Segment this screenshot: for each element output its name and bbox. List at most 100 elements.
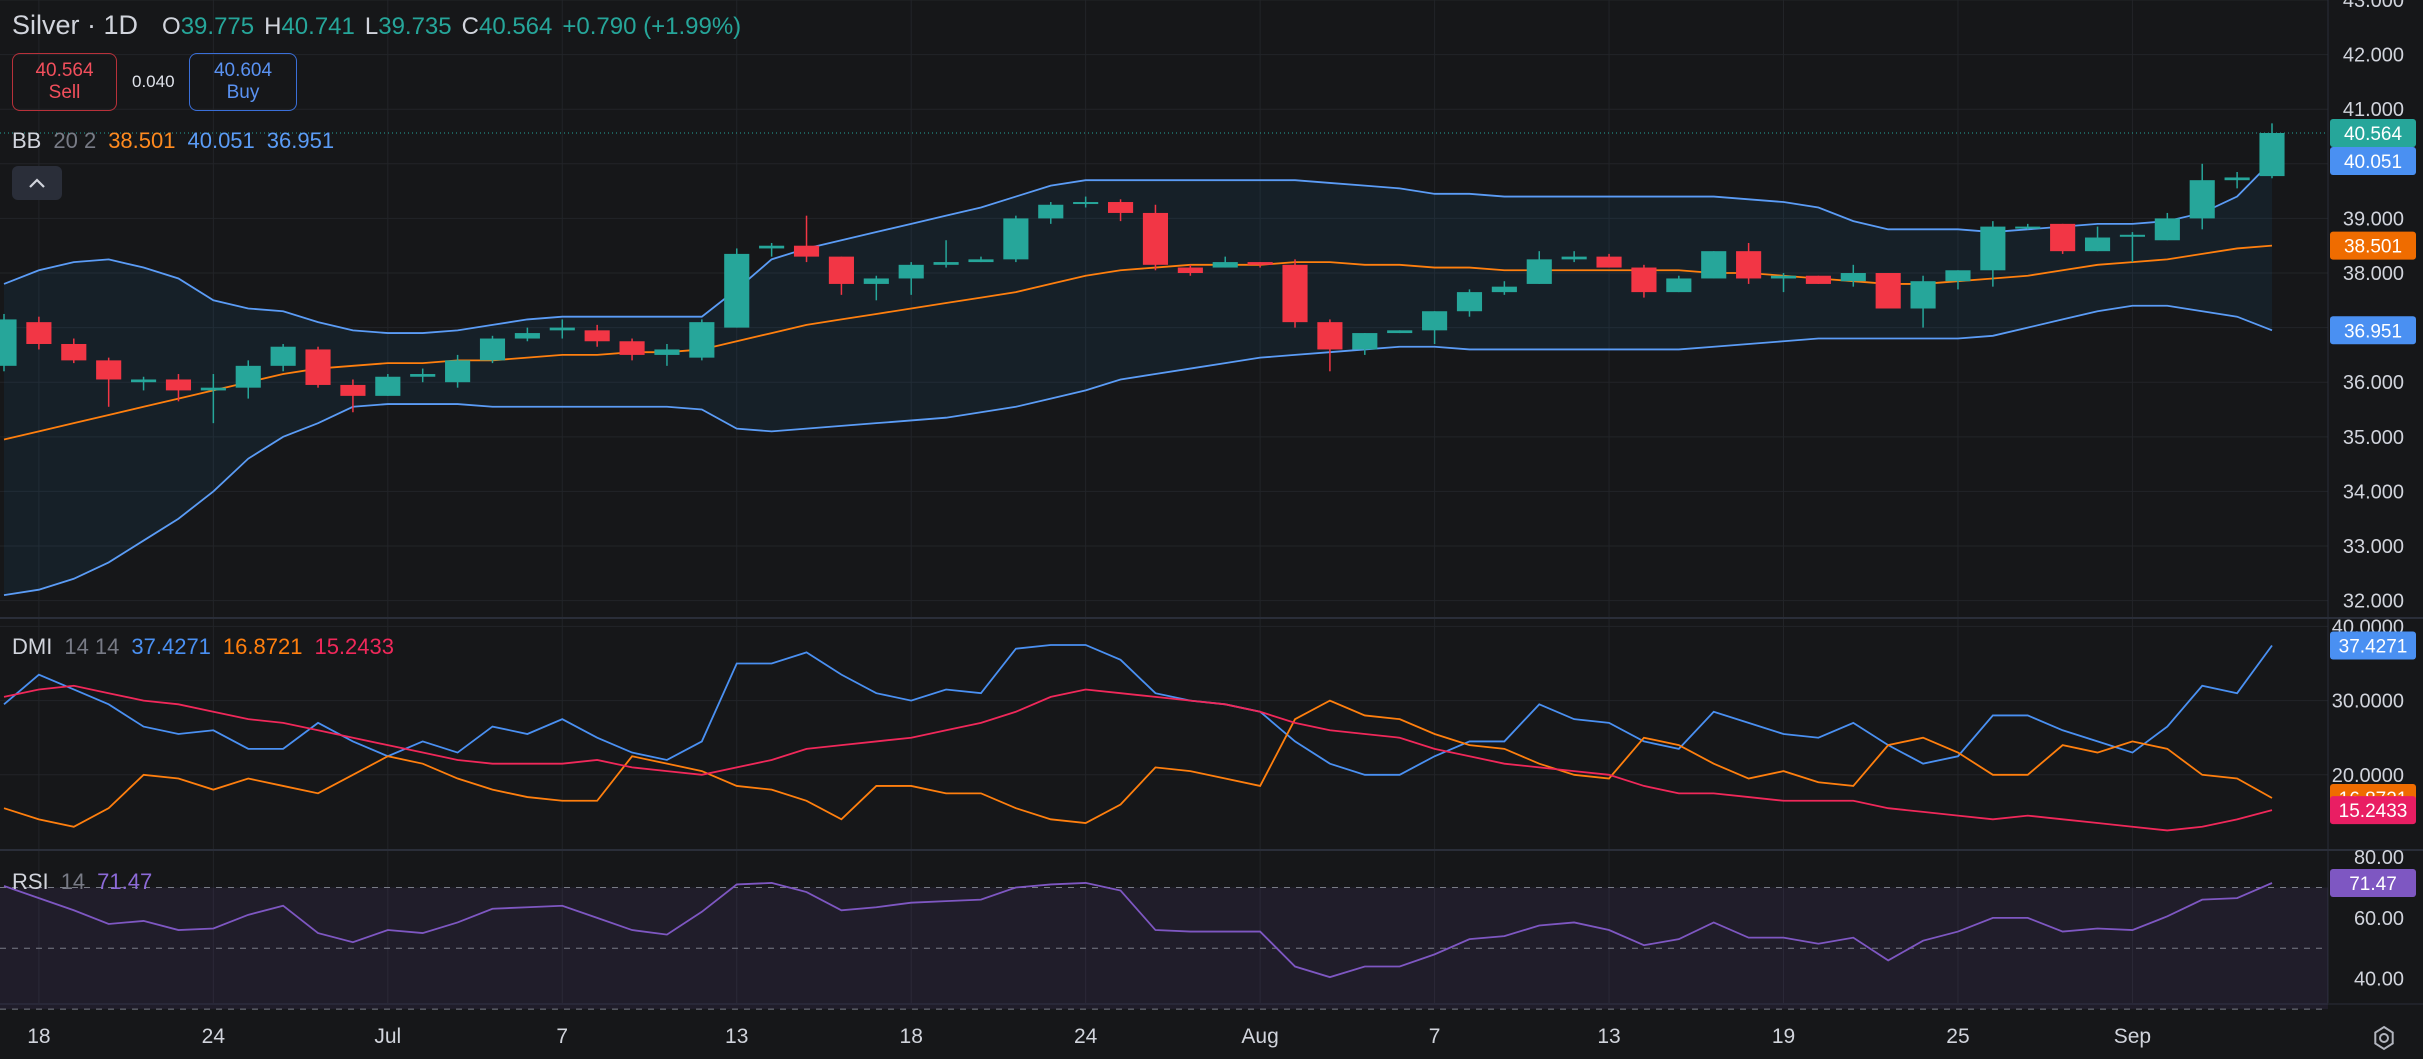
dmi-tick-label: 30.0000: [2332, 691, 2404, 713]
candle-body: [375, 376, 401, 396]
dmi-minus-value: 16.8721: [222, 634, 303, 659]
chart-settings-button[interactable]: [2370, 1024, 2398, 1052]
rsi-badge: 71.47: [2349, 874, 2397, 895]
dmi-tick-label: 20.0000: [2332, 765, 2404, 787]
open-label: O: [162, 13, 181, 40]
time-tick-label: 13: [725, 1025, 748, 1048]
gear-icon: [2374, 1025, 2394, 1051]
close-value: 40.564: [478, 13, 553, 40]
bb-upper-badge: 40.051: [2344, 152, 2402, 173]
candle-body: [96, 360, 122, 380]
candle-body: [2119, 234, 2145, 237]
high-value: 40.741: [281, 13, 355, 40]
dmi-plus-badge-bg: [2330, 631, 2416, 660]
buy-label: Buy: [226, 82, 260, 103]
bb-band-fill: [4, 161, 2272, 596]
candle-body: [1561, 256, 1587, 260]
bb-legend[interactable]: BB 20 2 38.501 40.051 36.951: [12, 128, 334, 154]
time-tick-label: 19: [1772, 1025, 1795, 1048]
collapse-legend-button[interactable]: [12, 166, 62, 200]
bb-upper-value: 40.051: [187, 128, 255, 153]
time-tick-label: 7: [1429, 1025, 1441, 1048]
close-price-badge: 40.564: [2344, 124, 2403, 145]
bb-basis-badge-bg: [2330, 231, 2416, 260]
rsi-tick-label: 40.00: [2354, 969, 2404, 991]
high-label: H: [264, 13, 282, 40]
candle-body: [410, 374, 436, 377]
candle-body: [863, 278, 889, 284]
sell-label: Sell: [48, 82, 81, 103]
candle-body: [2259, 133, 2285, 177]
candle-body: [1736, 251, 1762, 279]
candle-body: [1596, 256, 1622, 268]
candle-body: [1980, 226, 2006, 271]
candle-body: [26, 322, 52, 344]
bb-upper-badge-bg: [2330, 147, 2416, 176]
bb-lower-badge-bg: [2330, 316, 2416, 345]
time-tick-label: Jul: [374, 1025, 401, 1048]
candle-body: [1910, 281, 1936, 309]
time-tick-label: 13: [1597, 1025, 1620, 1048]
candle-body: [514, 333, 540, 339]
buy-button[interactable]: 40.604 Buy: [189, 53, 297, 111]
rsi-legend[interactable]: RSI 14 71.47: [12, 869, 152, 895]
rsi-value: 71.47: [97, 869, 153, 894]
bb-params: 20 2: [53, 128, 97, 153]
bb-basis-badge: 38.501: [2344, 237, 2402, 258]
time-tick-label: 18: [900, 1025, 923, 1048]
price-tick-label: 34.000: [2343, 481, 2404, 503]
candle-body: [1003, 218, 1029, 260]
time-tick-label: Aug: [1241, 1025, 1278, 1048]
time-tick-label: 18: [27, 1025, 50, 1048]
candle-body: [1282, 264, 1308, 323]
candle-body: [1666, 278, 1692, 293]
candle-body: [235, 365, 261, 388]
candle-body: [1805, 275, 1831, 284]
candle-body: [2015, 226, 2041, 229]
bb-name: BB: [12, 128, 42, 153]
dmi-plus-line: [3, 644, 2273, 776]
candle-body: [1456, 292, 1483, 312]
candle-body: [933, 262, 959, 265]
time-tick-label: 25: [1946, 1025, 1969, 1048]
candle-body: [2084, 237, 2111, 252]
rsi-tick-label: 60.00: [2354, 908, 2404, 930]
candle-body: [479, 338, 506, 361]
candle-body: [619, 341, 645, 355]
dmi-name: DMI: [12, 634, 53, 659]
price-tick-label: 39.000: [2343, 208, 2404, 230]
dmi-params: 14 14: [64, 634, 120, 659]
candle-body: [584, 330, 610, 342]
candle-body: [270, 346, 296, 366]
sell-price: 40.564: [35, 60, 94, 81]
rsi-name: RSI: [12, 869, 49, 894]
price-tick-label: 32.000: [2343, 591, 2404, 613]
price-tick-label: 33.000: [2343, 536, 2404, 558]
adx-line: [3, 684, 2273, 832]
spread-value: 0.040: [132, 72, 175, 91]
candle-body: [759, 245, 785, 249]
adx-value: 15.2433: [314, 634, 394, 659]
sell-button[interactable]: 40.564 Sell: [12, 53, 117, 111]
candle-body: [1945, 270, 1971, 282]
candle-body: [1387, 330, 1413, 334]
candle-body: [1526, 259, 1552, 284]
adx-badge: 15.2433: [2339, 801, 2408, 822]
dmi-minus-line: [3, 699, 2273, 828]
buy-price: 40.604: [213, 60, 273, 81]
price-tick-label: 35.000: [2343, 427, 2404, 449]
candle-body: [0, 319, 17, 366]
adx-badge-bg: [2330, 796, 2416, 825]
symbol-title[interactable]: Silver · 1D: [12, 10, 139, 40]
candle-body: [1840, 273, 1866, 282]
bb-upper-line: [3, 160, 2273, 334]
dmi-legend[interactable]: DMI 14 14 37.4271 16.8721 15.2433: [12, 634, 394, 660]
candle-body: [1073, 202, 1099, 205]
dmi-plus-badge: 37.4271: [2339, 637, 2408, 658]
candle-body: [305, 349, 331, 385]
candle-body: [793, 245, 820, 257]
rsi-params: 14: [60, 869, 86, 894]
change-value: +0.790 (+1.99%): [562, 13, 742, 40]
candle-body: [1631, 267, 1657, 293]
